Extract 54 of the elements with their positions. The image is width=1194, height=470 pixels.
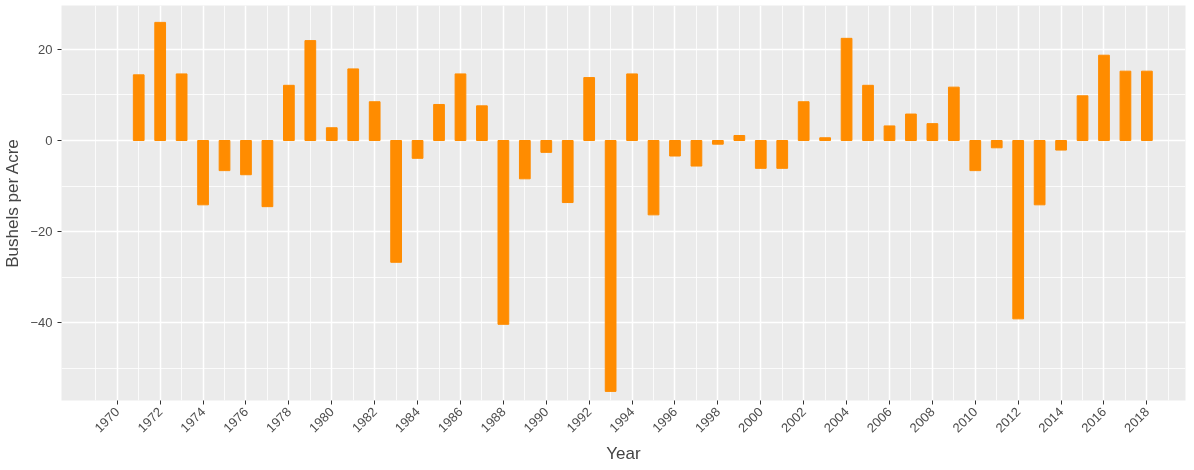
bar [390, 140, 402, 263]
y-tick-label: 20 [38, 41, 53, 57]
bar [862, 84, 874, 142]
y-tick-label: 0 [45, 133, 53, 149]
bar [518, 140, 531, 180]
y-axis-title: Bushels per Acre [3, 139, 23, 268]
bar [990, 140, 1003, 149]
bar [261, 140, 274, 208]
bar [776, 140, 789, 169]
bar [497, 140, 510, 325]
bar [1033, 140, 1046, 206]
bar [454, 73, 467, 142]
x-axis-title: Year [606, 444, 642, 464]
bar [733, 134, 746, 142]
bar [647, 140, 660, 216]
bar [690, 140, 703, 167]
bar [411, 140, 424, 159]
bar [604, 140, 617, 392]
bar [154, 21, 167, 142]
bar [797, 101, 810, 142]
bar [197, 140, 209, 206]
bar [754, 140, 767, 169]
bar [1141, 70, 1153, 142]
bar [325, 127, 338, 142]
bar [669, 140, 681, 157]
bar [712, 140, 724, 145]
bar [1012, 140, 1025, 320]
bar [1076, 95, 1089, 142]
bar [283, 84, 295, 142]
bar [175, 73, 188, 142]
bar [583, 77, 596, 142]
bar [347, 68, 360, 142]
bar [540, 140, 553, 153]
bar [1119, 70, 1132, 142]
bar [969, 140, 982, 172]
bar [626, 73, 638, 142]
bar [947, 86, 960, 142]
bar [905, 113, 917, 142]
bar [218, 140, 231, 172]
bar [433, 103, 445, 142]
y-tick-label: −20 [30, 224, 53, 240]
bar [304, 40, 317, 142]
bar [476, 105, 488, 142]
bar [132, 74, 145, 142]
bar [1098, 54, 1110, 142]
bar [926, 123, 939, 142]
bar [561, 140, 574, 204]
bar [819, 137, 831, 142]
bar [883, 125, 896, 142]
bar [1055, 140, 1067, 151]
y-tick-label: −40 [30, 315, 53, 331]
bar [840, 37, 853, 142]
bar [240, 140, 252, 176]
bar [368, 101, 381, 142]
